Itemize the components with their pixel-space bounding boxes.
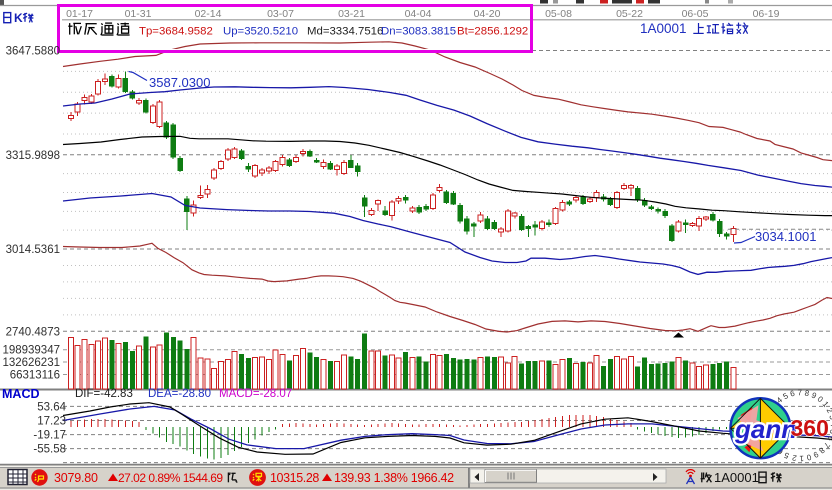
svg-text:05-08: 05-08: [545, 8, 572, 20]
svg-text:53.64: 53.64: [37, 401, 66, 413]
svg-text:03-07: 03-07: [267, 8, 294, 20]
svg-text:gann: gann: [734, 414, 797, 444]
svg-text:8: 8: [804, 389, 811, 399]
svg-text:3079.80: 3079.80: [54, 471, 98, 485]
svg-text:3315.9898: 3315.9898: [6, 150, 60, 162]
svg-text:27.02 0.89% 1544.69: 27.02 0.89% 1544.69: [118, 471, 223, 485]
svg-text:Tp=3684.9582: Tp=3684.9582: [139, 26, 213, 38]
svg-text:3034.1001: 3034.1001: [755, 229, 816, 244]
svg-text:MACD=-28.07: MACD=-28.07: [219, 388, 292, 400]
svg-text:-55.58: -55.58: [33, 444, 66, 456]
svg-text:2740.4873: 2740.4873: [6, 326, 60, 338]
svg-text:1A0001: 1A0001: [714, 470, 759, 485]
svg-text:5: 5: [828, 429, 832, 436]
svg-text:2: 2: [825, 406, 832, 415]
svg-text:0: 0: [805, 452, 812, 462]
svg-text:5: 5: [782, 391, 791, 401]
svg-text:7: 7: [797, 388, 802, 397]
svg-text:1A0001: 1A0001: [640, 21, 687, 36]
svg-text:9: 9: [811, 449, 820, 459]
svg-text:Up=3520.5210: Up=3520.5210: [223, 26, 298, 38]
svg-text:10315.28: 10315.28: [270, 471, 319, 485]
svg-text:6: 6: [789, 389, 796, 399]
svg-text:139.93 1.38% 1966.42: 139.93 1.38% 1966.42: [334, 471, 454, 485]
svg-text:360: 360: [791, 415, 829, 441]
svg-text:3014.5361: 3014.5361: [6, 244, 60, 256]
svg-text:06-05: 06-05: [682, 8, 709, 20]
svg-text:8: 8: [817, 446, 827, 456]
svg-text:Bt=2856.1292: Bt=2856.1292: [457, 26, 528, 38]
svg-text:DIF=-42.83: DIF=-42.83: [75, 388, 133, 400]
svg-text:02-14: 02-14: [195, 8, 222, 20]
svg-text:01-31: 01-31: [125, 8, 152, 20]
svg-text:MACD: MACD: [2, 387, 40, 401]
svg-text:3: 3: [827, 414, 832, 421]
svg-text:04-04: 04-04: [405, 8, 432, 20]
svg-text:0: 0: [816, 394, 825, 404]
svg-text:198939347: 198939347: [2, 345, 60, 357]
svg-text:3647.5880: 3647.5880: [6, 46, 60, 58]
svg-text:4: 4: [829, 422, 832, 427]
svg-text:04-20: 04-20: [474, 8, 501, 20]
svg-text:06-19: 06-19: [753, 8, 780, 20]
svg-text:05-22: 05-22: [616, 8, 643, 20]
svg-text:17.23: 17.23: [37, 416, 66, 428]
svg-text:9: 9: [810, 391, 818, 401]
svg-text:-19.17: -19.17: [33, 430, 66, 442]
svg-text:132626231: 132626231: [2, 357, 60, 369]
svg-text:01-17: 01-17: [66, 8, 93, 20]
svg-text:5: 5: [782, 450, 790, 460]
svg-text:Dn=3083.3815: Dn=3083.3815: [381, 26, 456, 38]
svg-text:1: 1: [821, 400, 831, 410]
svg-text:1: 1: [799, 454, 804, 463]
svg-text:2: 2: [791, 453, 798, 463]
svg-text:66313116: 66313116: [10, 370, 60, 382]
svg-text:3587.0300: 3587.0300: [149, 75, 210, 90]
svg-text:7: 7: [822, 441, 832, 450]
svg-text:03-21: 03-21: [338, 8, 365, 20]
svg-text:DEA=-28.80: DEA=-28.80: [148, 388, 211, 400]
svg-text:4: 4: [775, 395, 785, 405]
svg-text:6: 6: [825, 435, 832, 443]
svg-text:Md=3334.7516: Md=3334.7516: [307, 26, 383, 38]
svg-text:K: K: [14, 11, 23, 25]
